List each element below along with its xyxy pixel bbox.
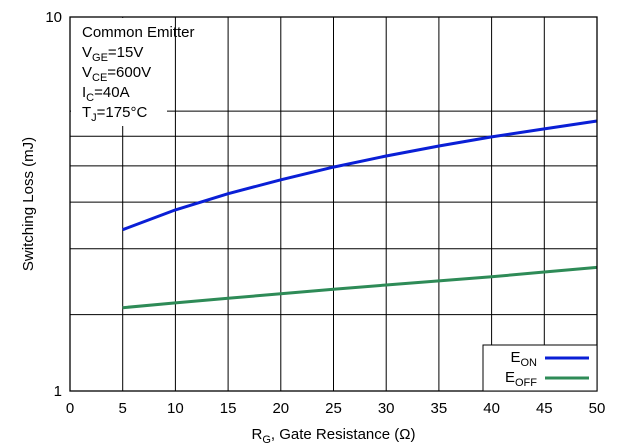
legend-label: EON	[510, 349, 537, 369]
x-axis-title-main: R	[251, 426, 262, 443]
y-tick-label: 1	[54, 383, 62, 400]
x-tick-label: 0	[66, 400, 74, 417]
x-axis-title-rest: , Gate Resistance (Ω)	[271, 426, 416, 443]
legend-box	[482, 344, 598, 392]
x-axis-title: RG, Gate Resistance (Ω)	[251, 426, 415, 444]
x-tick-label: 30	[378, 400, 395, 417]
x-tick-label: 5	[119, 400, 127, 417]
plot-frame	[69, 16, 598, 392]
x-tick-label: 40	[483, 400, 500, 417]
x-axis-title-sub: G	[262, 434, 271, 444]
y-axis-title: Switching Loss (mJ)	[20, 137, 37, 271]
annotation-vge: VGE=15V	[82, 44, 143, 64]
annotation-ic: IC=40A	[82, 84, 130, 104]
annotation-common_emitter: Common Emitter	[82, 24, 195, 41]
x-tick-label: 15	[220, 400, 237, 417]
annotation-tj: TJ=175°C	[82, 104, 147, 124]
legend-label: EOFF	[505, 369, 537, 389]
y-tick-label: 10	[45, 9, 62, 26]
x-tick-label: 35	[431, 400, 448, 417]
x-tick-label: 50	[589, 400, 606, 417]
annotation-background	[71, 18, 167, 126]
series-line-e-off	[122, 265, 598, 310]
x-tick-label: 25	[325, 400, 342, 417]
series-lines	[122, 119, 598, 310]
series-line-e-on	[122, 119, 598, 232]
x-tick-label: 10	[167, 400, 184, 417]
x-axis-ticks: 0 5 10 15 20 25 30 35 40 45 50	[66, 400, 606, 417]
annotation-vce: VCE=600V	[82, 64, 151, 84]
x-tick-label: 45	[536, 400, 553, 417]
conditions-annotation: Common Emitter VGE=15VVCE=600VIC=40ATJ=17…	[82, 24, 195, 124]
y-axis-ticks: 1 10	[45, 9, 62, 400]
x-tick-label: 20	[272, 400, 289, 417]
